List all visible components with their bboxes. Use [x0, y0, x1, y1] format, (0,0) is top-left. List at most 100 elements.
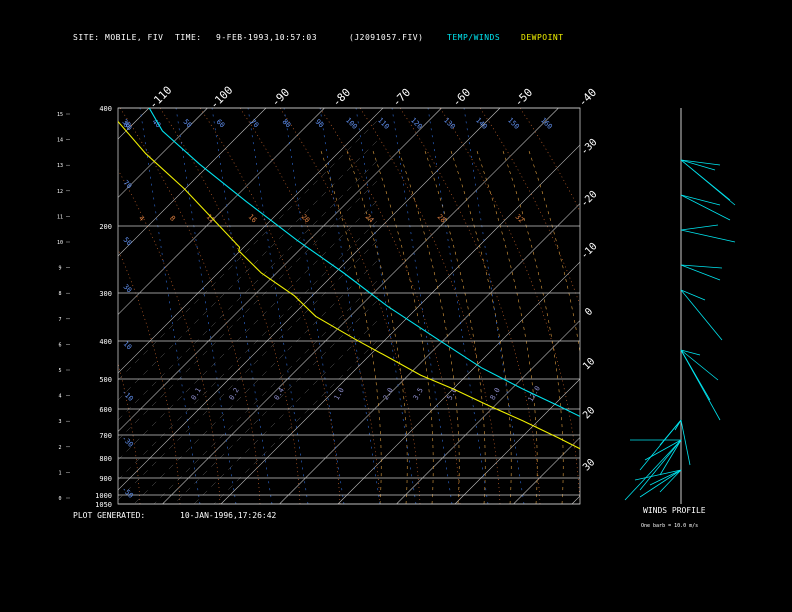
adiabat-label-top: 30 — [121, 118, 133, 130]
wind-barb — [680, 349, 721, 421]
mid-adiabat-label: 24 — [364, 213, 376, 225]
mid-adiabat-label: 12 — [205, 213, 217, 225]
isotherm-line — [0, 108, 32, 504]
adiabat-label-top: 100 — [344, 116, 359, 131]
adiabat-label-left: 50 — [122, 236, 134, 248]
dry-adiabat-line — [239, 108, 381, 504]
height-tick-label: 11 — [57, 214, 63, 220]
auxiliary-line — [118, 139, 379, 401]
wind-barb — [680, 349, 701, 356]
wind-barb — [680, 159, 736, 206]
auxiliary-line — [118, 199, 379, 461]
pressure-tick-label: 1000 — [95, 492, 112, 500]
isotherm-label-top: -80 — [330, 86, 353, 109]
auxiliary-line — [118, 159, 379, 421]
dry-adiabat-line — [439, 108, 580, 504]
auxiliary-line — [173, 299, 379, 504]
dry-adiabat-line — [279, 108, 421, 504]
wind-barb — [659, 439, 682, 476]
adiabat-label-left: -10 — [120, 388, 135, 403]
isotherm-line — [279, 203, 580, 504]
time-label: TIME: — [175, 33, 202, 42]
pressure-tick-label: 600 — [99, 406, 112, 414]
plot-frame — [117, 107, 581, 505]
mixing-ratio-line — [391, 108, 453, 504]
wind-barb — [680, 349, 719, 381]
isotherm-label-right: 30 — [581, 457, 597, 473]
isotherm-line — [454, 378, 580, 504]
temperature-trace — [148, 108, 580, 418]
dry-adiabat-line — [118, 169, 221, 504]
mixing-ratio-line — [427, 108, 489, 504]
isotherm-line — [337, 261, 580, 504]
wind-barb — [639, 439, 682, 491]
plot-generated-value: 10-JAN-1996,17:26:42 — [180, 511, 277, 520]
mixing-ratio-label: 0.1 — [190, 387, 203, 402]
legend-dewpoint: DEWPOINT — [521, 33, 564, 42]
time-value: 9-FEB-1993,10:57:03 — [216, 33, 318, 42]
isotherm-line — [396, 320, 580, 504]
moist-adiabat-line — [371, 147, 434, 504]
isotherm-label-top: -100 — [208, 84, 236, 112]
isotherm-line — [513, 437, 580, 504]
mixing-ratio-label: 1.0 — [333, 387, 346, 402]
winds-profile-note: One barb = 10.0 m/s — [641, 523, 699, 529]
isotherm-label-top: -110 — [147, 84, 175, 112]
mixing-ratio-line — [247, 108, 309, 504]
mid-adiabat-label: 20 — [300, 213, 312, 225]
site-value: MOBILE, FIV — [105, 33, 164, 42]
wind-barb — [649, 469, 682, 486]
mid-adiabat-label: 16 — [247, 213, 259, 225]
wind-barb — [659, 469, 682, 493]
adiabat-label-top: 80 — [281, 118, 293, 130]
dry-adiabat-line — [159, 108, 301, 504]
wind-barb — [680, 419, 691, 466]
adiabat-label-left: -30 — [120, 434, 135, 449]
height-tick-label: 6 — [58, 342, 61, 348]
adiabat-label-top: 60 — [215, 118, 227, 130]
height-tick-label: 5 — [58, 368, 61, 374]
height-tick-label: 7 — [58, 317, 61, 323]
pressure-tick-label: 200 — [99, 223, 112, 231]
height-tick-label: 14 — [57, 138, 63, 144]
plot-generated-label: PLOT GENERATED: — [73, 511, 146, 520]
pressure-tick-label: 300 — [99, 290, 112, 298]
adiabat-label-left: 30 — [122, 283, 134, 295]
moist-adiabat-line — [501, 147, 564, 504]
mid-adiabat-label: 28 — [436, 213, 448, 225]
isotherm-line — [118, 108, 384, 374]
wind-barb — [634, 469, 682, 481]
height-tick-label: 0 — [58, 496, 61, 502]
mixing-ratio-label: 8.0 — [489, 387, 502, 402]
isotherm-label-right: -10 — [579, 241, 600, 262]
wind-barb — [680, 194, 731, 221]
height-tick-label: 1 — [58, 470, 61, 476]
isotherm-line — [0, 108, 91, 504]
isotherm-label-top: -50 — [512, 86, 535, 109]
mixing-ratio-line — [355, 108, 417, 504]
moist-adiabat-line — [319, 147, 382, 504]
axis-labels: 4002003004005006007008009001000105015141… — [57, 84, 600, 509]
dry-adiabat-line — [119, 108, 261, 504]
height-tick-label: 2 — [58, 445, 61, 451]
isotherm-label-right: 20 — [581, 405, 597, 421]
pressure-tick-label: 900 — [99, 475, 112, 483]
auxiliary-line — [118, 179, 379, 441]
isotherm-line — [631, 108, 792, 504]
pressure-tick-label: 700 — [99, 432, 112, 440]
dry-adiabat-line — [479, 108, 580, 307]
adiabat-label-left: 80 — [122, 121, 134, 133]
moist-adiabat-line — [449, 147, 512, 504]
winds-profile — [624, 108, 736, 504]
height-tick-label: 13 — [57, 163, 63, 169]
sounding-series — [118, 108, 580, 450]
adiabat-label-left: -50 — [120, 485, 135, 500]
wind-barb — [674, 419, 682, 431]
pressure-tick-label: 800 — [99, 455, 112, 463]
mixing-ratio-line — [139, 108, 201, 504]
isotherm-line — [162, 108, 559, 504]
winds-profile-title: WINDS PROFILE — [643, 506, 706, 515]
auxiliary-line — [118, 239, 379, 501]
adiabat-label-left: 10 — [122, 340, 134, 352]
height-tick-label: 3 — [58, 419, 61, 425]
